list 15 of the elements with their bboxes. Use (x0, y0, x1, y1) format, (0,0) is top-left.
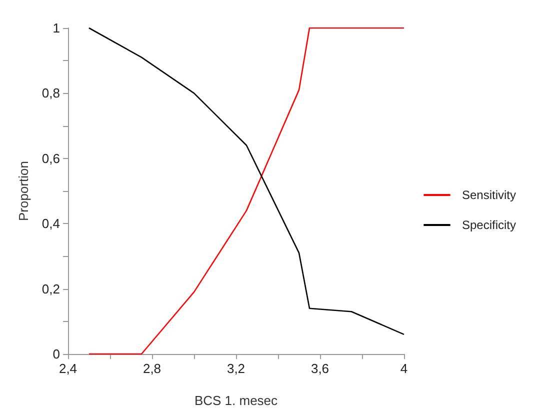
y-tick-label: 0 (52, 346, 60, 362)
x-tick-label: 3,2 (226, 361, 246, 376)
y-axis-title: Proportion (16, 161, 31, 221)
x-tick-label: 4 (400, 361, 408, 376)
x-axis-title: BCS 1. mesec (194, 393, 278, 408)
legend-label: Specificity (462, 218, 516, 232)
y-tick-label: 0,8 (42, 86, 60, 101)
y-tick-label: 0,6 (42, 150, 60, 166)
legend-label: Sensitivity (462, 188, 516, 202)
x-tick-label: 3,6 (310, 361, 330, 376)
x-tick-label: 2,4 (58, 361, 78, 376)
y-tick-label: 0,4 (42, 216, 60, 232)
y-tick-label: 0,2 (42, 281, 60, 296)
x-tick-label: 2,8 (142, 361, 162, 376)
y-tick-label: 1 (52, 20, 60, 36)
